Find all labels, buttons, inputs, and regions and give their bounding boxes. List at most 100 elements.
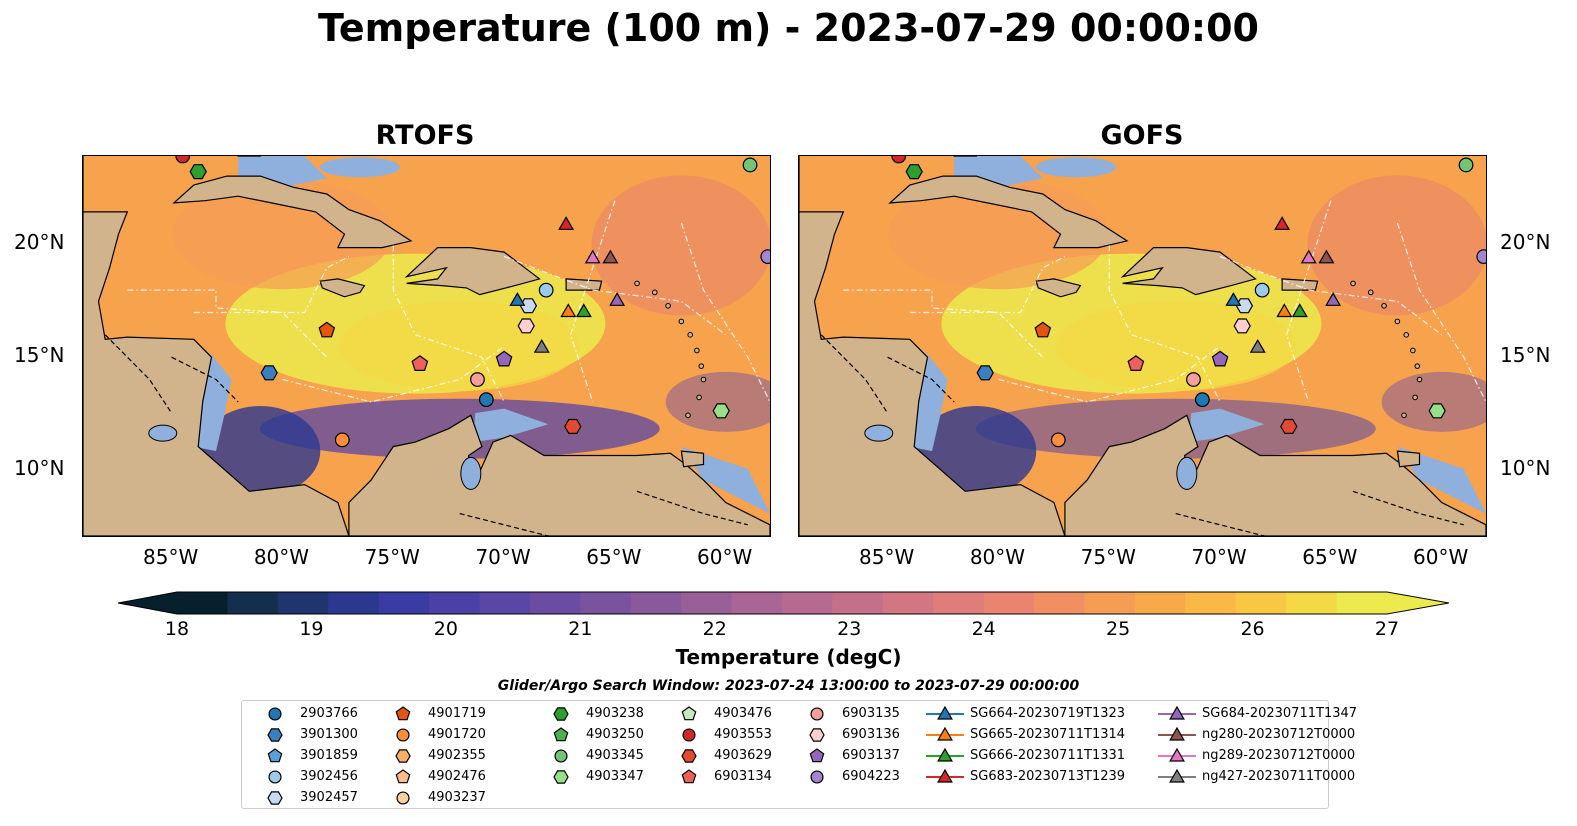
observation-marker [575,303,592,318]
lat-label: 15°N [14,343,65,367]
legend-marker-icon [396,728,410,742]
legend-label: 4903250 [586,727,644,742]
legend-marker-icon [554,749,568,763]
legend-marker-icon [681,769,697,784]
observation-marker [517,318,535,334]
colorbar-segment [378,592,430,614]
legend-marker [937,705,953,720]
colorbar-segment [983,592,1035,614]
observation-marker [1225,292,1242,306]
observation-marker [560,303,577,318]
landmass-hispaniola [1120,246,1257,296]
observation-marker [1211,350,1229,367]
legend-marker-icon [267,748,283,763]
landmass-southAmerica [348,414,770,536]
panel-title-gofs: GOFS [1100,120,1184,151]
colorbar-segment [882,592,934,614]
map-panel-gofs[interactable] [798,155,1487,537]
observation-marker [1428,403,1446,419]
lon-label: 85°W [859,545,915,569]
legend-label: 4903237 [428,790,486,805]
lon-label: 60°W [1413,545,1469,569]
landmass-centralAmerica [799,156,1066,536]
legend-marker [554,749,568,763]
legend-label: 6904223 [842,769,900,784]
legend-marker [681,749,697,763]
legend-marker-icon [810,770,824,784]
observation-marker [470,372,485,387]
panel-title-rtofs: RTOFS [375,120,475,151]
legend-marker-icon [268,770,282,784]
legend-marker-icon [267,728,283,742]
observation-marker [509,292,526,306]
legend-marker [1169,747,1185,762]
lon-label: 70°W [475,545,531,569]
lon-label: 75°W [364,545,420,569]
legend-marker [395,749,411,763]
legend-marker-icon [681,706,697,721]
observation-marker [1325,292,1342,306]
observation-marker [1291,303,1308,318]
colorbar-segment [328,592,380,614]
lat-label: 10°N [14,456,65,480]
legend-label: 6903136 [842,727,900,742]
colorbar-segment [177,592,228,614]
legend-marker [396,791,410,805]
legend-marker [810,707,824,721]
legend-marker [937,747,953,762]
legend-marker-icon [809,728,825,742]
colorbar-tick-label: 21 [568,618,593,640]
observation-marker [175,156,191,164]
map-panel-rtofs[interactable] [82,155,771,537]
legend-marker [268,770,282,784]
observation-marker [564,418,582,434]
legend-marker [395,706,411,721]
legend-label: SG683-20230713T1239 [970,769,1126,784]
legend-marker-icon [926,705,964,720]
legend-marker-icon [926,768,964,783]
colorbar-tick-label: 26 [1240,618,1265,640]
lat-label: 20°N [14,230,65,254]
legend-label: 6903135 [842,706,900,721]
colorbar-segment [277,592,329,614]
landmass-centralAmerica [83,156,350,536]
landmass-jamaica [1035,278,1082,298]
legend-label: 4903629 [714,748,772,763]
legend-marker [267,728,283,742]
colorbar-tick-label: 22 [702,618,727,640]
colorbar-tick-label: 19 [299,618,324,640]
colorbar-segment [1286,592,1338,614]
observation-marker [712,403,730,419]
legend-label: 3901300 [300,727,358,742]
legend-marker-icon [810,707,824,721]
colorbar-segment [479,592,531,614]
lat-label: 20°N [1500,230,1551,254]
legend-label: 4903476 [714,706,772,721]
colorbar-segment [1034,592,1085,614]
observation-marker [584,249,601,264]
legend-label: SG665-20230711T1314 [970,727,1126,742]
colorbar-segment [429,592,480,614]
legend-label: SG666-20230711T1331 [970,748,1126,763]
observation-marker [519,298,538,314]
observation-marker [558,216,575,230]
lat-label: 15°N [1500,343,1551,367]
legend-marker [682,728,696,742]
observation-marker [1254,282,1270,298]
legend-marker-icon [395,749,411,763]
observation-marker [1318,249,1335,264]
legend-marker-icon [395,769,411,784]
colorbar-segment [1336,592,1388,614]
colorbar-extend-low [118,592,177,614]
observation-marker [742,157,758,173]
legend-label: 4903347 [586,769,644,784]
legend-label: 4901720 [428,727,486,742]
observation-marker [189,164,207,180]
lat-label: 10°N [1500,456,1551,480]
landmass-cuba [172,175,413,249]
observation-marker [760,249,770,264]
observation-marker [478,392,494,408]
legend-marker [553,770,569,784]
legend-label: 4902476 [428,769,486,784]
observation-marker [1235,298,1254,314]
